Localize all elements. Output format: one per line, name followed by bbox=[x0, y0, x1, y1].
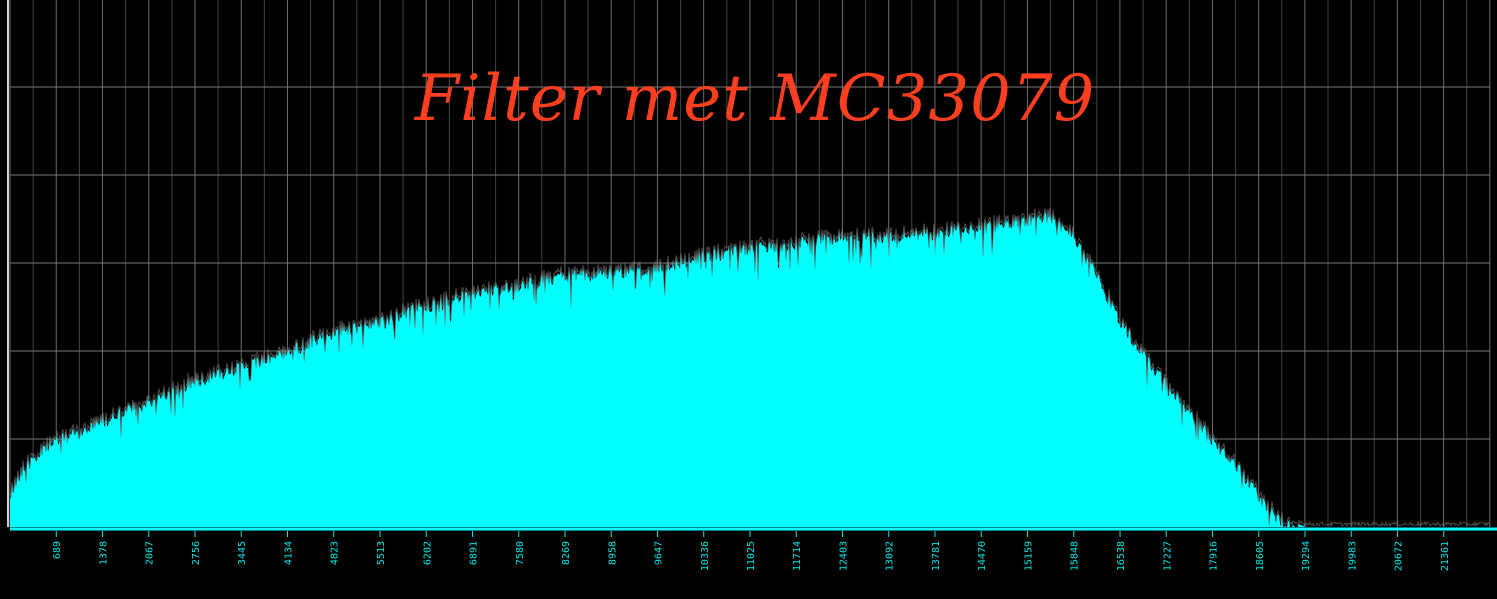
x-tick-label-23: 16538 bbox=[1116, 541, 1127, 571]
x-tick-label-16: 11714 bbox=[792, 541, 803, 571]
x-tick-label-1: 1378 bbox=[99, 541, 110, 565]
x-axis-ticks: 689 1378 2067 2756 3445 4134 4823 5513 6202 6891 7… bbox=[52, 531, 1451, 571]
x-tick-label-0: 689 bbox=[52, 541, 63, 559]
x-tick-label-18: 13092 bbox=[885, 541, 896, 571]
x-tick-label-3: 2756 bbox=[191, 541, 202, 565]
x-tick-label-11: 8269 bbox=[561, 541, 572, 565]
x-tick-label-8: 6202 bbox=[422, 541, 433, 565]
x-tick-label-4: 3445 bbox=[237, 541, 248, 565]
x-tick-label-26: 18605 bbox=[1255, 541, 1266, 571]
x-tick-label-13: 9647 bbox=[654, 541, 665, 565]
x-tick-label-12: 8958 bbox=[607, 541, 618, 565]
x-tick-label-14: 10336 bbox=[700, 541, 711, 571]
x-tick-label-17: 12403 bbox=[839, 541, 850, 571]
x-tick-label-6: 4823 bbox=[330, 541, 341, 565]
x-tick-label-25: 17916 bbox=[1209, 541, 1220, 571]
x-tick-label-5: 4134 bbox=[284, 541, 295, 565]
x-axis-strip bbox=[0, 531, 1497, 599]
x-tick-label-24: 17227 bbox=[1162, 541, 1173, 571]
x-tick-label-22: 15848 bbox=[1070, 541, 1081, 571]
x-tick-label-28: 19983 bbox=[1347, 541, 1358, 571]
x-tick-label-2: 2067 bbox=[145, 541, 156, 565]
x-tick-label-9: 6891 bbox=[469, 541, 480, 565]
x-tick-label-30: 21361 bbox=[1440, 541, 1451, 571]
spectrum-noise-edge bbox=[9, 207, 1491, 528]
x-tick-label-7: 5513 bbox=[376, 541, 387, 565]
x-tick-label-21: 15159 bbox=[1024, 541, 1035, 571]
spectrum-area bbox=[10, 211, 1490, 528]
x-tick-label-20: 14470 bbox=[977, 541, 988, 571]
x-tick-label-29: 20672 bbox=[1394, 541, 1405, 571]
chart-title: Filter met MC33079 bbox=[414, 62, 1096, 136]
x-tick-label-10: 7580 bbox=[515, 541, 526, 565]
x-tick-label-15: 11025 bbox=[746, 541, 757, 571]
x-tick-label-27: 19294 bbox=[1301, 541, 1312, 571]
x-tick-label-19: 13781 bbox=[931, 541, 942, 571]
